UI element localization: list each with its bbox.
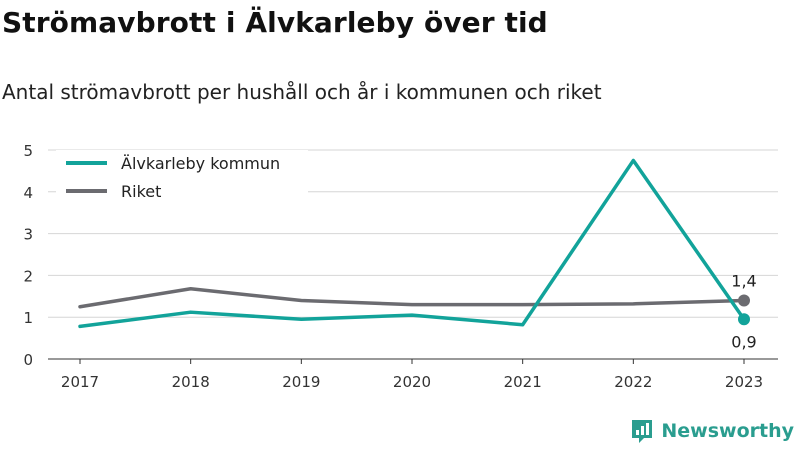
y-tick-label: 5	[23, 142, 33, 160]
brand-name: Newsworthy	[661, 420, 794, 442]
x-tick-label: 2023	[725, 373, 763, 391]
end-point	[738, 313, 750, 326]
chart-title: Strömavbrott i Älvkarleby över tid	[2, 6, 548, 39]
y-tick-label: 2	[23, 267, 33, 285]
series-line	[78, 158, 746, 329]
end-label: 1,4	[731, 271, 756, 290]
end-point	[738, 294, 750, 307]
series-line	[78, 287, 746, 309]
legend-background	[56, 150, 308, 212]
y-tick-label: 1	[23, 309, 33, 327]
x-tick-label: 2020	[393, 373, 431, 391]
x-tick-label: 2021	[504, 373, 542, 391]
newsworthy-logo-icon	[632, 420, 653, 443]
x-tick-label: 2018	[172, 373, 210, 391]
legend-label: Riket	[121, 182, 161, 201]
y-tick-label: 0	[23, 351, 33, 369]
legend-label: Älvkarleby kommun	[121, 154, 280, 173]
x-tick-label: 2017	[61, 373, 99, 391]
series-lines: 1,4 0,9	[78, 158, 757, 351]
y-axis: 0 1 2 3 4 5	[23, 142, 33, 369]
x-axis: 2017 2018 2019 2020 2021 2022 2023	[61, 359, 763, 391]
x-tick-label: 2019	[282, 373, 320, 391]
chart-subtitle: Antal strömavbrott per hushåll och år i …	[2, 80, 602, 104]
y-tick-label: 3	[23, 226, 33, 244]
end-label: 0,9	[731, 332, 756, 351]
legend: Älvkarleby kommun Riket	[56, 150, 308, 212]
y-tick-label: 4	[23, 184, 33, 202]
x-tick-label: 2022	[614, 373, 652, 391]
newsworthy-brand: Newsworthy	[630, 418, 794, 444]
line-chart: 0 1 2 3 4 5 2017 2018 2019 2020 2021 2022 2023 1,4 0…	[23, 142, 778, 391]
